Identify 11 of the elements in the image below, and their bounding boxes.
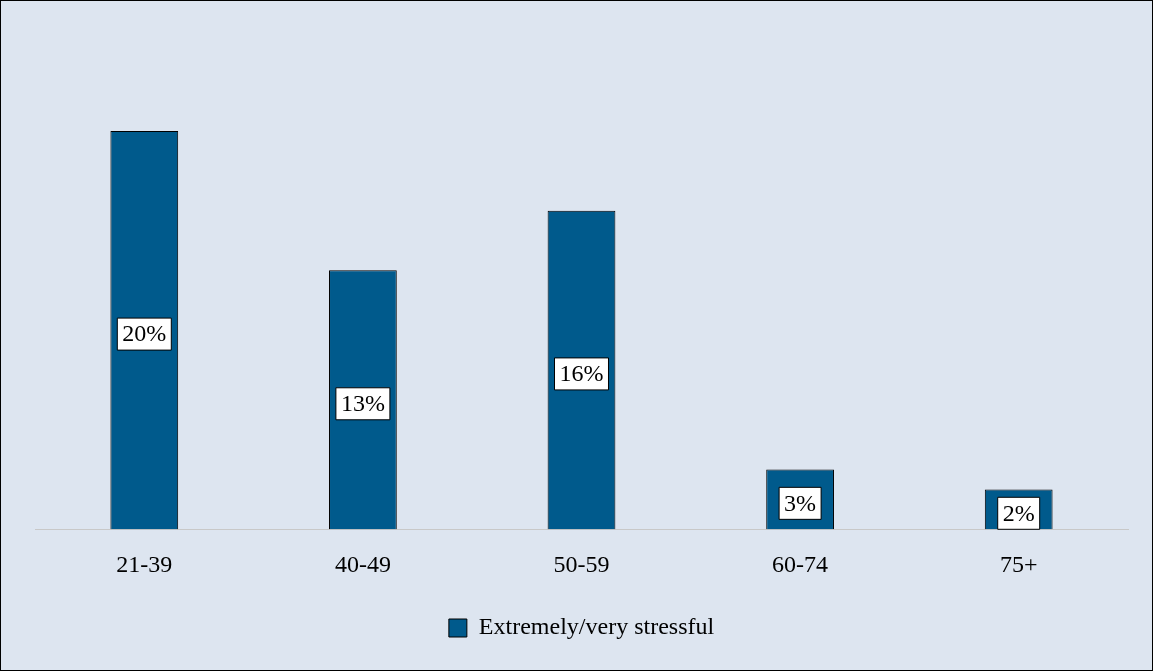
x-tick-label: 50-59 bbox=[553, 550, 610, 577]
x-tick-label: 75+ bbox=[999, 550, 1038, 577]
x-tick-label: 21-39 bbox=[116, 550, 173, 577]
x-tick-label: 60-74 bbox=[772, 550, 829, 577]
data-label: 20% bbox=[122, 320, 167, 347]
data-label: 13% bbox=[340, 390, 385, 417]
data-label: 2% bbox=[1002, 499, 1035, 526]
data-label: 16% bbox=[559, 360, 604, 387]
data-label: 3% bbox=[784, 489, 817, 516]
legend-label: Extremely/very stressful bbox=[478, 613, 715, 640]
x-tick-label: 40-49 bbox=[334, 550, 391, 577]
